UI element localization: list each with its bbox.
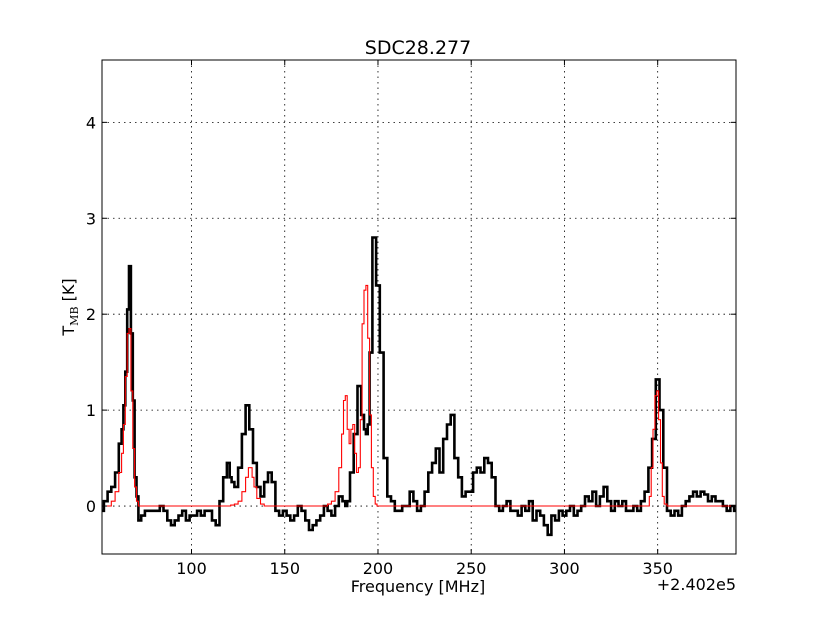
y-axis-label-unit: [K] xyxy=(59,278,78,306)
plot-frame xyxy=(101,59,737,555)
series-group xyxy=(102,236,736,537)
x-tick-label: 200 xyxy=(363,559,394,578)
axis-ticks: 100 150 200 250 300 350 0 1 2 3 4 xyxy=(86,60,736,578)
y-tick-label: 2 xyxy=(86,305,96,324)
grid-lines xyxy=(102,60,736,554)
y-tick-label: 0 xyxy=(86,497,96,516)
y-tick-label: 3 xyxy=(86,209,96,228)
y-tick-label: 4 xyxy=(86,113,96,132)
x-tick-label: 100 xyxy=(176,559,207,578)
x-offset-text: +2.402e5 xyxy=(657,575,736,594)
chart-title: SDC28.277 xyxy=(365,37,471,59)
x-tick-label: 150 xyxy=(269,559,300,578)
x-axis-label: Frequency [MHz] xyxy=(351,577,485,596)
x-tick-label: 250 xyxy=(456,559,487,578)
y-axis-label-main: T xyxy=(59,326,78,337)
x-tick-label: 350 xyxy=(642,559,673,578)
x-tick-label: 300 xyxy=(549,559,580,578)
y-axis-label-subscript: MB xyxy=(68,306,81,325)
series-observed-line xyxy=(102,236,736,537)
series-model-line xyxy=(102,284,736,507)
y-tick-label: 1 xyxy=(86,401,96,420)
y-axis-label: TMB [K] xyxy=(59,278,81,336)
